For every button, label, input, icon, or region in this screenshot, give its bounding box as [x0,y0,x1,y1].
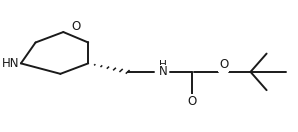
Text: O: O [219,58,228,71]
Text: HN: HN [2,57,19,70]
Text: H: H [159,60,167,70]
Text: O: O [72,20,81,33]
Text: N: N [159,65,167,78]
Text: O: O [187,95,197,108]
